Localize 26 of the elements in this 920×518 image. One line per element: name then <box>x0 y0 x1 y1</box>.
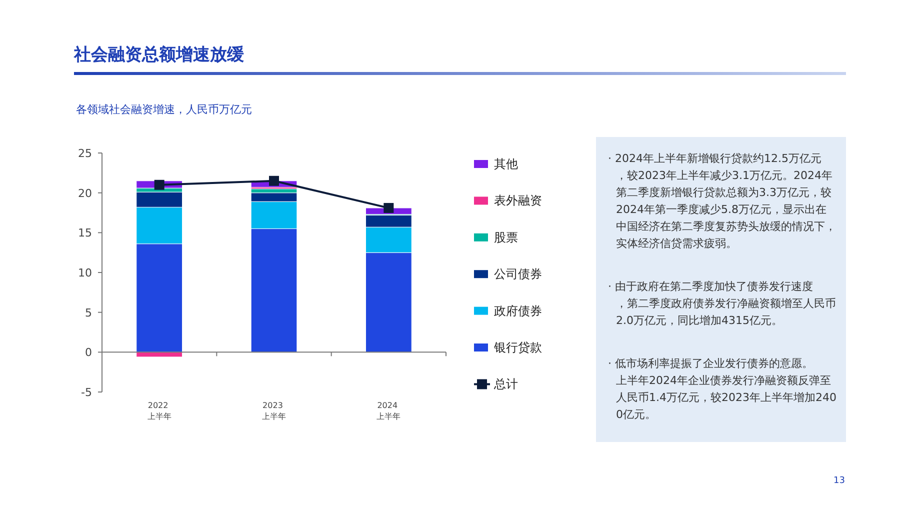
y-tick-label: 25 <box>78 147 92 160</box>
y-tick-label: 20 <box>78 186 92 200</box>
y-tick-label: 15 <box>78 226 92 240</box>
chart-subtitle: 各领域社会融资增速，人民币万亿元 <box>76 103 252 116</box>
legend-label: 其他 <box>494 157 518 171</box>
text: · 由于政府在第二季度加快了债券发行速度，第二季度政府债券发行净融资额增至人民币2.0万亿元，同比增加4315亿元。 <box>608 280 836 327</box>
point <box>269 176 279 186</box>
legend-label: 总计 <box>493 377 518 392</box>
text: · 低市场利率提振了企业发行债券的意愿。上半年2024年企业债券发行净融资额反弹至人民币1.4万亿元，较2023年上半年增加2400亿元。 <box>608 357 836 421</box>
legend-label: 银行贷款 <box>493 340 542 354</box>
legend-label: 表外融资 <box>494 194 542 208</box>
point <box>384 202 394 213</box>
point <box>154 180 164 190</box>
text: 13 <box>834 476 845 486</box>
x-tick-label: 2023 上半年 <box>262 401 286 421</box>
chart-title: 社会融资总额增速放缓 <box>73 45 245 65</box>
x-tick-label: 2022 上半年 <box>147 401 172 421</box>
text: · 2024年上半年新增银行贷款约12.5万亿元，较2023年上半年减少3.1万亿元。2024年第二季度新增银行贷款总额为3.3万亿元，较2024年第一季度减少5.8万亿元，显示出在中国经济在第二季度复苏势头放缓的情况下，实体经济信贷需求疲弱。 <box>608 152 836 250</box>
x-tick-label: 2024 上半年 <box>376 401 401 421</box>
y-tick-label: -5 <box>81 386 92 399</box>
y-tick-label: 10 <box>78 266 92 280</box>
legend-label: 股票 <box>494 230 518 244</box>
y-tick-label: 5 <box>85 306 92 320</box>
legend-label: 政府债券 <box>494 304 542 318</box>
legend-label: 公司债券 <box>494 267 542 282</box>
y-tick-label: 0 <box>85 346 92 360</box>
